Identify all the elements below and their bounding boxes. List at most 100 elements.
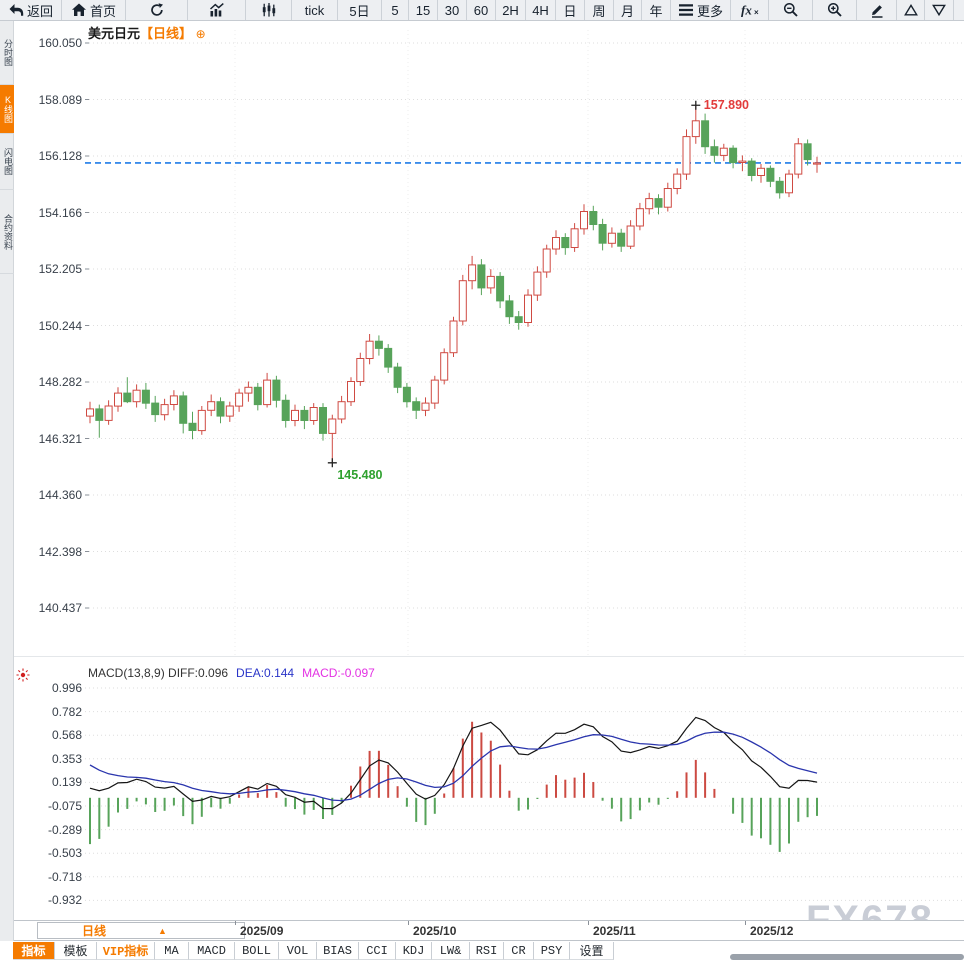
area-chart-icon bbox=[209, 3, 224, 17]
triangle-up-button[interactable] bbox=[897, 0, 925, 20]
day-button-label: 日 bbox=[563, 3, 577, 19]
month-button-label: 月 bbox=[620, 3, 634, 19]
period-tag: 【日线】 bbox=[140, 26, 193, 41]
draw-button[interactable] bbox=[857, 0, 897, 20]
y-axis-label: 152.205 bbox=[38, 262, 82, 276]
week-button[interactable]: 周 bbox=[585, 0, 614, 20]
month-tick bbox=[745, 921, 746, 925]
top-toolbar: 返回 首页 tick 5日 5 15 30 60 2H 4H 日周月年 更多 fx × bbox=[0, 0, 964, 21]
triangle-up-icon bbox=[903, 4, 918, 16]
pencil-icon bbox=[871, 5, 882, 18]
panel-divider bbox=[14, 656, 964, 657]
sidebar-item-lightning[interactable]: 闪电图 bbox=[0, 134, 14, 190]
home-button[interactable]: 首页 bbox=[62, 0, 126, 20]
60m-button[interactable]: 60 bbox=[467, 0, 496, 20]
y-axis-label: 160.050 bbox=[38, 36, 82, 50]
y-axis-label: 142.398 bbox=[38, 544, 82, 559]
bottom-item-vip-indicator[interactable]: VIP指标 bbox=[97, 942, 155, 960]
chevron-up-icon: ▲ bbox=[158, 925, 167, 936]
tick-button-label: tick bbox=[304, 2, 325, 18]
year-button[interactable]: 年 bbox=[642, 0, 671, 20]
candle-chart-button[interactable] bbox=[246, 0, 292, 20]
macd-dea-value: DEA:0.144 bbox=[236, 666, 295, 680]
candles-icon bbox=[262, 3, 275, 17]
triangle-down-button[interactable] bbox=[925, 0, 954, 20]
svg-text:145.480: 145.480 bbox=[337, 468, 382, 482]
bottom-item-vol[interactable]: VOL bbox=[279, 942, 317, 960]
bottom-item-boll[interactable]: BOLL bbox=[235, 942, 279, 960]
y-axis-label: 144.360 bbox=[38, 488, 82, 502]
sidebar-item-timeshare[interactable]: 分时图 bbox=[0, 21, 14, 85]
macd-formula-diff: MACD(13,8,9) DIFF:0.096 bbox=[88, 666, 229, 680]
bottom-item-bias[interactable]: BIAS bbox=[317, 942, 359, 960]
bottom-item-cr[interactable]: CR bbox=[504, 942, 534, 960]
date-axis: 日线 ▲ 2025/09 2025/10 2025/11 2025/12 bbox=[0, 920, 964, 941]
bottom-item-settings[interactable]: 设置 bbox=[570, 942, 614, 960]
bottom-item-indicator[interactable]: 指标 bbox=[13, 942, 55, 960]
2h-button[interactable]: 2H bbox=[496, 0, 526, 20]
y-axis-label: 0.139 bbox=[51, 775, 82, 790]
y-axis-label: 150.244 bbox=[38, 318, 82, 333]
month-label: 2025/11 bbox=[593, 924, 636, 938]
bottom-item-ma[interactable]: MA bbox=[155, 942, 189, 960]
back-button[interactable]: 返回 bbox=[0, 0, 62, 20]
zoom-in-icon bbox=[827, 2, 842, 17]
horizontal-scrollbar-thumb[interactable] bbox=[730, 954, 964, 960]
macd-chart-svg[interactable] bbox=[85, 658, 964, 920]
home-icon bbox=[71, 3, 86, 16]
area-chart-button[interactable] bbox=[188, 0, 246, 20]
period-selector-label: 日线 bbox=[82, 924, 107, 938]
sidebar-item-contract-info[interactable]: 合约资料 bbox=[0, 190, 14, 274]
y-axis-label: 0.353 bbox=[51, 751, 82, 766]
svg-text:fx: fx bbox=[741, 3, 752, 18]
5d-button[interactable]: 5日 bbox=[338, 0, 382, 20]
add-indicator-icon[interactable]: ⊕ bbox=[195, 27, 206, 41]
bottom-item-kdj[interactable]: KDJ bbox=[396, 942, 432, 960]
zoom-out-button[interactable] bbox=[769, 0, 813, 20]
y-axis-label: 0.568 bbox=[51, 728, 82, 743]
4h-button[interactable]: 4H bbox=[526, 0, 556, 20]
y-axis-label: 146.321 bbox=[38, 431, 82, 446]
year-button-label: 年 bbox=[649, 3, 663, 19]
30m-button[interactable]: 30 bbox=[438, 0, 467, 20]
day-button[interactable]: 日 bbox=[556, 0, 585, 20]
bottom-item-psy[interactable]: PSY bbox=[534, 942, 570, 960]
period-selector[interactable]: 日线 ▲ bbox=[37, 922, 245, 939]
zoom-in-button[interactable] bbox=[813, 0, 857, 20]
more-button[interactable]: 更多 bbox=[671, 0, 731, 20]
month-button[interactable]: 月 bbox=[614, 0, 642, 20]
sidebar-item-kline[interactable]: K线图 bbox=[0, 85, 14, 134]
main-chart-svg[interactable]: 157.890 145.480 bbox=[85, 30, 964, 656]
formula-button[interactable]: fx × bbox=[731, 0, 769, 20]
bottom-item-cci[interactable]: CCI bbox=[359, 942, 396, 960]
formula-icon: fx × bbox=[741, 3, 759, 18]
y-axis-label: 140.437 bbox=[38, 601, 82, 615]
zoom-out-icon bbox=[783, 2, 798, 17]
month-label: 2025/10 bbox=[413, 924, 457, 938]
y-axis-label: -0.932 bbox=[47, 893, 82, 908]
4h-button-label: 4H bbox=[532, 2, 549, 18]
more-button-label: 更多 bbox=[696, 3, 723, 19]
triangle-down-icon bbox=[932, 4, 946, 17]
5m-button[interactable]: 5 bbox=[382, 0, 409, 20]
y-axis-label: 0.782 bbox=[51, 704, 82, 719]
month-tick bbox=[235, 921, 236, 925]
tick-button[interactable]: tick bbox=[292, 0, 338, 20]
bottom-item-lwr[interactable]: LW& bbox=[432, 942, 470, 960]
y-axis-label: -0.289 bbox=[47, 822, 82, 837]
refresh-button[interactable] bbox=[126, 0, 188, 20]
home-button-label: 首页 bbox=[89, 3, 116, 19]
macd-header: MACD(13,8,9) DIFF:0.096 DEA:0.144 MACD:-0.… bbox=[88, 666, 375, 680]
15m-button-label: 15 bbox=[415, 2, 431, 18]
y-axis-label: 148.282 bbox=[38, 375, 82, 389]
indicator-settings-icon[interactable] bbox=[15, 667, 31, 683]
month-label: 2025/09 bbox=[240, 924, 284, 938]
bottom-item-template[interactable]: 模板 bbox=[55, 942, 97, 960]
menu-icon bbox=[678, 4, 693, 16]
bottom-item-macd[interactable]: MACD bbox=[189, 942, 235, 960]
month-tick bbox=[588, 921, 589, 925]
y-axis-label: 158.089 bbox=[38, 92, 82, 107]
bottom-item-rsi[interactable]: RSI bbox=[470, 942, 504, 960]
15m-button[interactable]: 15 bbox=[409, 0, 438, 20]
